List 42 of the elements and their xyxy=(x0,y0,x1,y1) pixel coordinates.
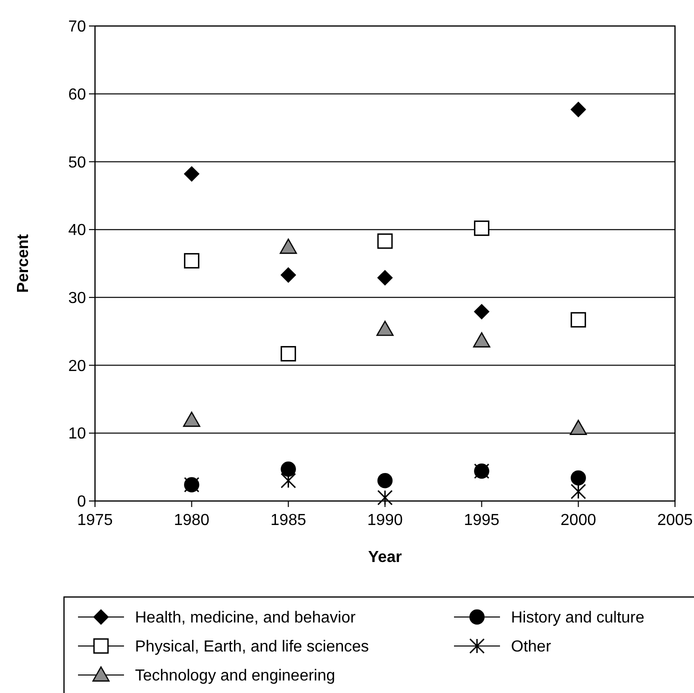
legend-label: Technology and engineering xyxy=(135,668,336,685)
point xyxy=(570,102,586,118)
y-tick-label: 50 xyxy=(68,154,86,172)
y-tick-label: 20 xyxy=(68,358,86,375)
y-tick-label: 60 xyxy=(68,86,86,104)
y-tick-label: 40 xyxy=(68,222,86,240)
y-tick-label: 30 xyxy=(68,290,86,308)
point xyxy=(184,253,200,268)
point xyxy=(570,420,587,435)
legend-label: History and culture xyxy=(511,610,644,627)
x-tick-label: 1980 xyxy=(174,512,210,529)
x-tick-label: 1985 xyxy=(270,512,306,529)
point xyxy=(377,270,393,286)
y-tick-label: 10 xyxy=(68,426,86,443)
point xyxy=(377,473,393,488)
point xyxy=(184,166,200,182)
legend-label: Health, medicine, and behavior xyxy=(135,610,356,627)
y-tick-label: 0 xyxy=(77,494,86,511)
point xyxy=(280,462,296,477)
x-tick-label: 2005 xyxy=(657,512,693,529)
point xyxy=(183,412,200,427)
x-tick-label: 1990 xyxy=(367,512,403,529)
point xyxy=(570,470,586,486)
point xyxy=(570,312,586,328)
y-axis-title: Percent xyxy=(15,233,32,293)
x-tick-label: 1995 xyxy=(464,512,500,529)
x-tick-label: 2000 xyxy=(560,512,596,529)
point xyxy=(280,267,296,283)
point xyxy=(280,346,296,362)
x-tick-label: 1975 xyxy=(77,512,113,529)
point xyxy=(474,304,490,320)
legend-label: Other xyxy=(511,638,552,656)
point xyxy=(280,238,297,254)
point xyxy=(377,233,393,249)
point xyxy=(376,320,394,336)
point xyxy=(474,220,490,236)
legend-label: Physical, Earth, and life sciences xyxy=(135,638,369,656)
point xyxy=(377,490,393,506)
point xyxy=(473,332,490,348)
x-axis-title: Year xyxy=(368,549,402,566)
y-tick-label: 70 xyxy=(68,18,86,36)
point xyxy=(280,472,296,488)
